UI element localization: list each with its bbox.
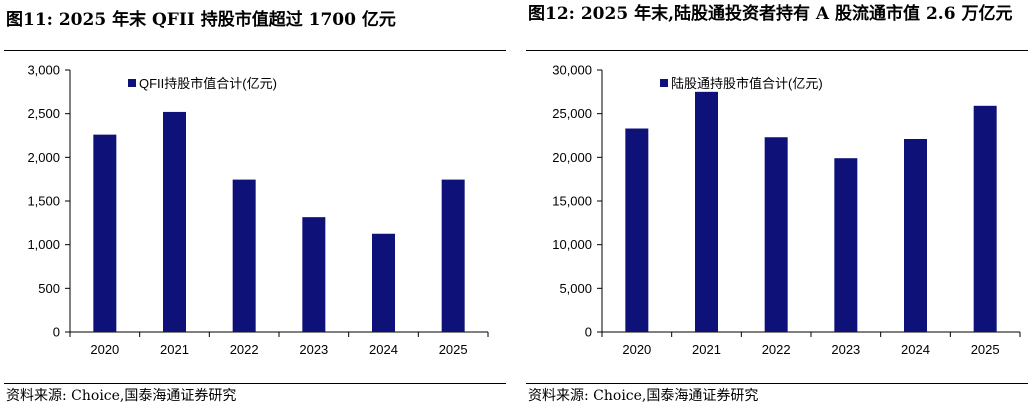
y-tick-label: 1,000 [27, 237, 60, 252]
y-tick-label: 2,500 [27, 106, 60, 121]
y-tick-label: 500 [38, 281, 60, 296]
x-tick-label: 2022 [762, 342, 791, 357]
bar [163, 111, 186, 332]
chart-title: 图11: 2025 年末 QFII 持股市值超过 1700 亿元 [6, 10, 396, 30]
y-tick-label: 0 [53, 325, 60, 340]
source-note: 资料来源: Choice,国泰海通证券研究 [6, 388, 237, 404]
legend-swatch [128, 79, 136, 87]
qfii-bar-chart: 0 500 1,000 1,500 2,000 2,500 3,000 2020 2021 202… [27, 63, 489, 357]
source-note: 资料来源: Choice,国泰海通证券研究 [528, 388, 759, 404]
title-rule [4, 50, 506, 51]
x-tick-label: 2023 [299, 342, 328, 357]
title-rule [526, 50, 1028, 51]
x-tick-label: 2021 [692, 342, 721, 357]
x-tick-label: 2022 [230, 342, 259, 357]
stock-connect-bar-chart: 0 5,000 10,000 15,000 20,000 25,000 30,000 2020… [552, 63, 1021, 357]
y-tick-label: 2,000 [27, 150, 60, 165]
bar [232, 179, 256, 332]
bar [904, 138, 927, 332]
bar [372, 233, 395, 332]
bar [441, 179, 465, 332]
bar [93, 134, 117, 332]
x-tick-label: 2021 [160, 342, 189, 357]
y-tick-label: 15,000 [552, 194, 592, 209]
bar [302, 217, 326, 332]
y-tick-label: 20,000 [552, 150, 592, 165]
bar [764, 137, 788, 332]
legend-label: 陆股通持股市值合计(亿元) [671, 76, 823, 91]
chart-panel-qfii: 图11: 2025 年末 QFII 持股市值超过 1700 亿元 0 500 1,0… [0, 0, 510, 410]
x-tick-label: 2020 [90, 342, 119, 357]
bar [834, 158, 858, 332]
y-tick-label: 10,000 [552, 237, 592, 252]
x-tick-label: 2025 [971, 342, 1000, 357]
source-rule [4, 383, 506, 384]
chart-panel-stock-connect: 图12: 2025 年末,陆股通投资者持有 A 股流通市值 2.6 万亿元 0 5… [522, 0, 1032, 410]
x-tick-label: 2025 [439, 342, 468, 357]
y-tick-label: 1,500 [27, 194, 60, 209]
y-tick-label: 3,000 [27, 63, 60, 78]
x-tick-label: 2023 [831, 342, 860, 357]
y-tick-label: 25,000 [552, 106, 592, 121]
x-tick-label: 2020 [622, 342, 651, 357]
y-tick-label: 0 [585, 325, 592, 340]
bar [695, 91, 718, 332]
x-tick-label: 2024 [369, 342, 398, 357]
source-rule [526, 383, 1028, 384]
y-tick-label: 30,000 [552, 63, 592, 78]
bar [625, 128, 649, 332]
chart-title: 图12: 2025 年末,陆股通投资者持有 A 股流通市值 2.6 万亿元 [528, 4, 1013, 24]
y-tick-label: 5,000 [559, 281, 592, 296]
legend-swatch [660, 79, 668, 87]
x-tick-label: 2024 [901, 342, 930, 357]
bar [973, 105, 997, 332]
legend-label: QFII持股市值合计(亿元) [139, 76, 277, 91]
